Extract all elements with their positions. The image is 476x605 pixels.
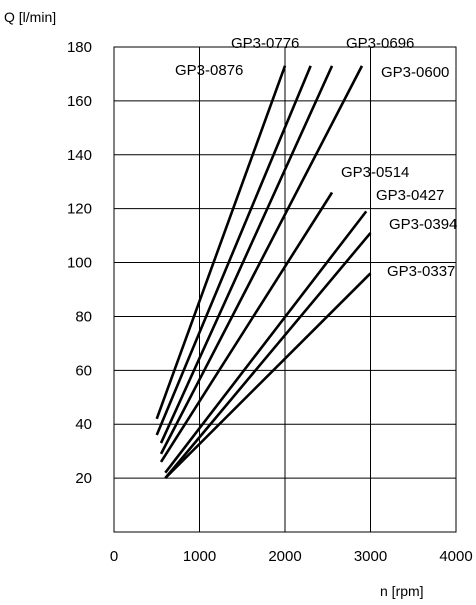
series-label-gp3-0696: GP3-0696 — [346, 35, 414, 52]
y-tick-label: 40 — [75, 416, 92, 433]
tick-labels: 0 1000 2000 3000 4000 20 40 60 80 100 120 140 160 180 — [67, 39, 473, 565]
x-tick-label: 2000 — [268, 548, 301, 565]
y-tick-label: 60 — [75, 362, 92, 379]
series-line-gp3-0696 — [159, 65, 334, 444]
grid-lines — [114, 47, 456, 532]
series-label-gp3-0337: GP3-0337 — [387, 263, 455, 280]
series-line-gp3-0394 — [164, 232, 372, 479]
x-tick-label: 1000 — [183, 548, 216, 565]
plot-frame — [113, 46, 457, 533]
series-label-gp3-0514: GP3-0514 — [341, 164, 409, 181]
y-axis-label: Q [l/min] — [4, 9, 56, 25]
y-tick-label: 140 — [67, 147, 92, 164]
x-tick-label: 0 — [110, 548, 118, 565]
series-label-gp3-0876: GP3-0876 — [175, 62, 243, 79]
y-tick-label: 100 — [67, 255, 92, 272]
series-line-gp3-0876 — [155, 65, 287, 420]
y-tick-label: 80 — [75, 308, 92, 325]
y-tick-label: 120 — [67, 201, 92, 218]
series-line-gp3-0427 — [164, 210, 368, 474]
series-line-gp3-0337 — [164, 272, 372, 480]
x-tick-label: 3000 — [354, 548, 387, 565]
x-axis-label: n [rpm] — [380, 583, 424, 599]
series-label-gp3-0776: GP3-0776 — [231, 35, 299, 52]
series-labels: GP3-0876 GP3-0776 GP3-0696 GP3-0600 GP3-0514… — [175, 35, 457, 280]
y-tick-label: 180 — [67, 39, 92, 56]
series-label-gp3-0600: GP3-0600 — [381, 64, 449, 81]
x-tick-label: 4000 — [439, 548, 472, 565]
series-line-gp3-0514 — [159, 191, 334, 463]
y-tick-label: 160 — [67, 93, 92, 110]
series-line-gp3-0600 — [159, 65, 364, 455]
series-label-gp3-0427: GP3-0427 — [376, 187, 444, 204]
series-label-gp3-0394: GP3-0394 — [389, 216, 457, 233]
series-line-gp3-0776 — [155, 65, 312, 436]
series-lines — [155, 65, 372, 480]
y-tick-label: 20 — [75, 470, 92, 487]
